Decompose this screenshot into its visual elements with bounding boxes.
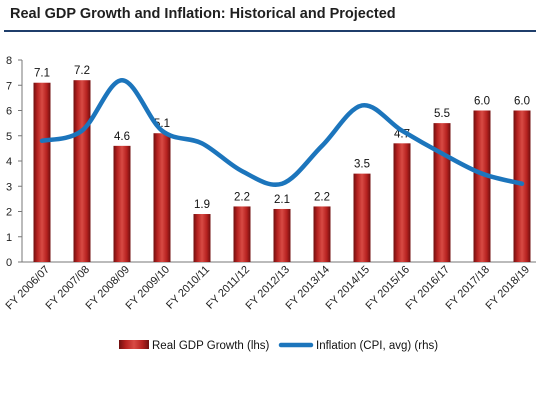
y-tick-label: 3 <box>6 181 12 193</box>
gdp-bar <box>273 208 291 262</box>
gdp-bar <box>33 82 51 262</box>
y-tick-label: 4 <box>6 156 12 168</box>
gdp-bar <box>473 110 491 262</box>
gdp-bar <box>313 206 331 262</box>
y-tick-label: 8 <box>6 55 12 67</box>
gdp-bar <box>353 173 371 262</box>
gdp-data-label: 2.1 <box>274 194 290 206</box>
y-tick-label: 7 <box>6 80 12 92</box>
gdp-data-label: 4.6 <box>114 131 130 143</box>
gdp-bar <box>73 80 91 262</box>
gdp-data-label: 6.0 <box>514 96 530 108</box>
gdp-data-label: 5.5 <box>434 108 450 120</box>
legend-gdp-label: Real GDP Growth (lhs) <box>152 340 270 352</box>
y-tick-label: 0 <box>6 257 12 269</box>
y-tick-label: 5 <box>6 131 12 143</box>
legend-inflation-label: Inflation (CPI, avg) (rhs) <box>316 340 438 352</box>
gdp-bar <box>153 133 171 262</box>
gdp-data-label: 1.9 <box>194 199 210 211</box>
gdp-data-label: 2.2 <box>314 191 330 203</box>
gdp-data-label: 6.0 <box>474 96 490 108</box>
title-rule <box>4 30 536 32</box>
chart-title: Real GDP Growth and Inflation: Historica… <box>10 6 396 22</box>
y-tick-label: 1 <box>6 232 12 244</box>
y-tick-label: 2 <box>6 207 12 219</box>
legend: Real GDP Growth (lhs) Inflation (CPI, av… <box>119 340 438 352</box>
gdp-bar <box>193 214 211 262</box>
gdp-data-label: 7.1 <box>34 68 50 80</box>
legend-gdp-swatch <box>119 340 149 349</box>
gdp-bar <box>233 206 251 262</box>
gdp-bar <box>393 143 411 262</box>
gdp-data-label: 3.5 <box>354 159 370 171</box>
gdp-bar <box>113 145 131 262</box>
gdp-data-label: 7.2 <box>74 65 90 77</box>
gdp-data-label: 2.2 <box>234 191 250 203</box>
y-tick-label: 6 <box>6 106 12 118</box>
gdp-bar <box>433 123 451 262</box>
gdp-bar <box>513 110 531 262</box>
inflation-line <box>39 77 525 187</box>
